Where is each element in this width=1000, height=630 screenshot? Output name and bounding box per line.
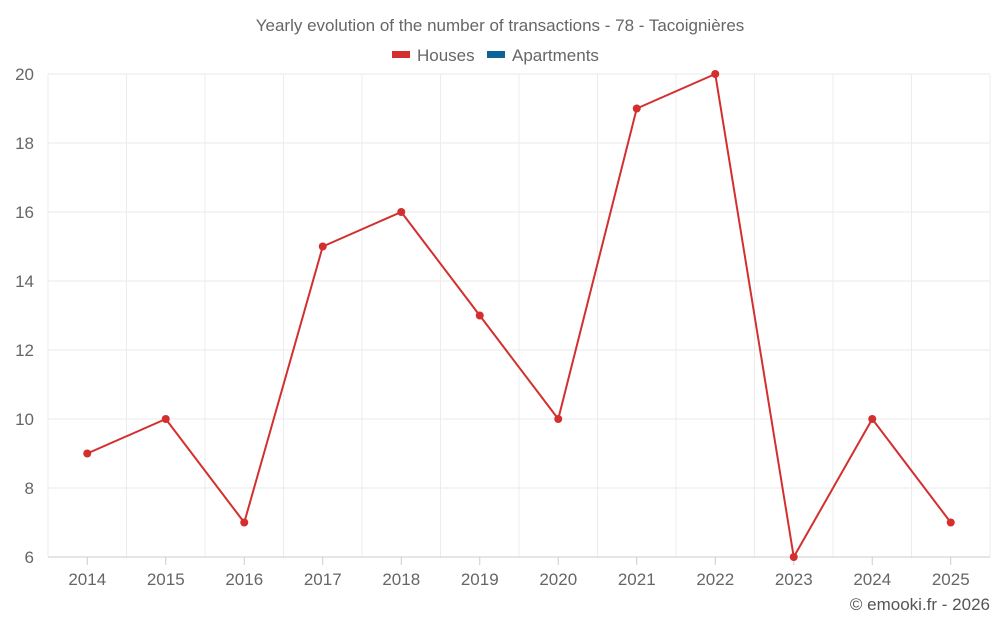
data-point-houses[interactable]: [475, 311, 484, 320]
x-tick-label: 2014: [68, 570, 106, 589]
x-tick-label: 2023: [775, 570, 813, 589]
data-point-houses[interactable]: [946, 518, 955, 527]
y-tick-label: 6: [25, 548, 34, 567]
data-point-houses[interactable]: [240, 518, 249, 527]
data-point-houses[interactable]: [789, 553, 798, 561]
x-tick-label: 2016: [225, 570, 263, 589]
y-tick-label: 16: [15, 203, 34, 222]
x-tick-label: 2025: [932, 570, 970, 589]
legend-label-houses: Houses: [417, 46, 475, 65]
legend-swatch-apartments: [487, 51, 505, 58]
x-tick-label: 2020: [539, 570, 577, 589]
legend-item-houses[interactable]: Houses: [392, 46, 475, 65]
legend-swatch-houses: [392, 51, 410, 58]
x-tick-label: 2021: [618, 570, 656, 589]
x-tick-label: 2018: [382, 570, 420, 589]
data-point-houses[interactable]: [632, 104, 641, 113]
x-tick-label: 2022: [696, 570, 734, 589]
data-point-houses[interactable]: [868, 415, 877, 423]
chart-title: Yearly evolution of the number of transa…: [256, 16, 745, 35]
y-tick-label: 14: [15, 272, 34, 291]
x-tick-label: 2015: [147, 570, 185, 589]
y-tick-label: 8: [25, 479, 34, 498]
y-tick-label: 10: [15, 410, 34, 429]
data-point-houses[interactable]: [711, 70, 720, 78]
data-point-houses[interactable]: [161, 415, 170, 423]
grid: [47, 73, 991, 557]
y-tick-label: 20: [15, 65, 34, 84]
data-point-houses[interactable]: [397, 208, 406, 216]
x-tick-label: 2017: [304, 570, 342, 589]
legend-label-apartments: Apartments: [512, 46, 599, 65]
x-tick-label: 2024: [853, 570, 891, 589]
series: [83, 70, 955, 561]
data-point-houses[interactable]: [83, 449, 92, 458]
axes: 6 8 10 12 14 16 18 20 2014 2015 2016 2017 2018 2019 20…: [15, 65, 990, 589]
x-tick-label: 2019: [461, 570, 499, 589]
data-point-houses[interactable]: [318, 242, 327, 251]
credit-label: © emooki.fr - 2026: [850, 595, 990, 614]
data-point-houses[interactable]: [554, 415, 563, 423]
legend-item-apartments[interactable]: Apartments: [487, 46, 599, 65]
y-tick-label: 18: [15, 134, 34, 153]
y-tick-label: 12: [15, 341, 34, 360]
series-line-houses: [86, 73, 952, 558]
legend: Houses Apartments: [392, 46, 599, 65]
